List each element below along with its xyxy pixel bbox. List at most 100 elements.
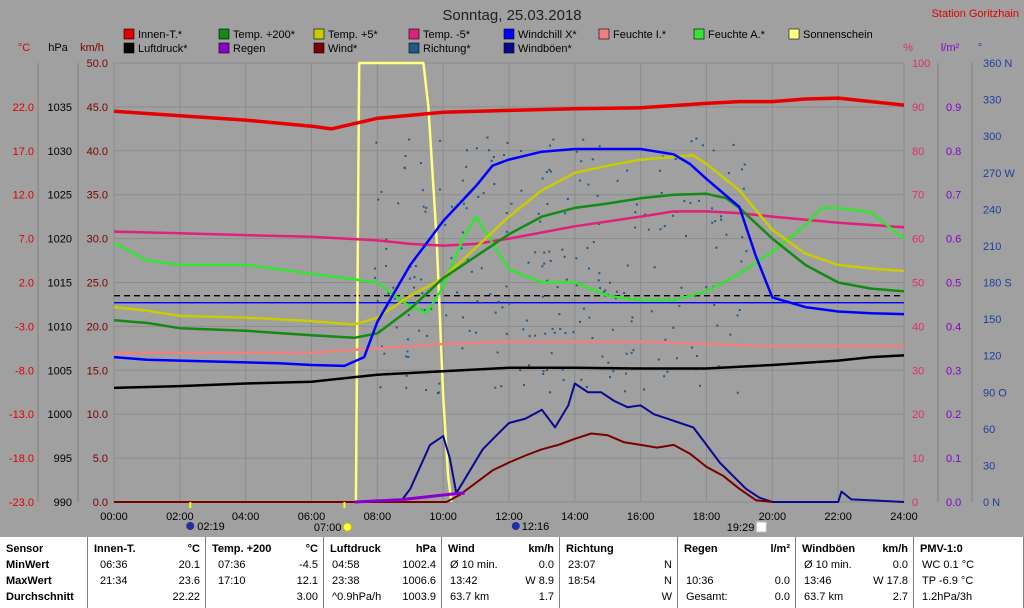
direction-point — [743, 163, 746, 166]
direction-point — [425, 206, 428, 209]
stats-col: Richtung 23:07 N 18:54 N W — [560, 537, 678, 608]
direction-point — [586, 247, 589, 250]
direction-point — [395, 326, 398, 329]
direction-point — [545, 171, 548, 174]
direction-point — [616, 179, 619, 182]
row-label-max: MaxWert — [6, 575, 52, 587]
direction-point — [539, 220, 542, 223]
stats-col: Temp. +200 °C 07:36 -4.5 17:10 12.1 3.00 — [206, 537, 324, 608]
tick-pct: 50 — [912, 278, 924, 290]
direction-point — [631, 316, 634, 319]
direction-point — [542, 372, 545, 375]
direction-point — [430, 307, 433, 310]
direction-point — [663, 375, 666, 378]
stats-cell-avg: W — [560, 589, 677, 605]
tick-temp: 17.0 — [13, 146, 34, 158]
direction-point — [741, 236, 744, 239]
stats-value: 22.22 — [172, 591, 200, 603]
direction-point — [465, 149, 468, 152]
direction-point — [626, 169, 629, 172]
direction-point — [549, 391, 552, 394]
tick-pct: 20 — [912, 409, 924, 421]
direction-point — [630, 351, 633, 354]
legend-label: Richtung* — [423, 43, 471, 55]
direction-point — [438, 382, 441, 385]
stats-time: Gesamt: — [686, 591, 728, 603]
stats-value: 23.6 — [178, 575, 200, 587]
stats-time: 23:38 — [332, 575, 360, 587]
tick-time: 10:00 — [429, 511, 457, 523]
direction-point — [541, 295, 544, 298]
tick-hpa: 990 — [54, 497, 72, 509]
row-label-sensor: Sensor — [6, 543, 44, 555]
stats-cell-min: Ø 10 min. 0.0 — [796, 557, 913, 573]
legend-label: Temp. +200* — [233, 29, 296, 41]
direction-point — [559, 328, 562, 331]
tick-kmh: 40.0 — [87, 146, 108, 158]
stats-cell-min: 04:58 1002.4 — [324, 557, 441, 573]
direction-point — [732, 143, 735, 146]
direction-point — [377, 198, 380, 201]
direction-point — [505, 230, 508, 233]
tick-pct: 40 — [912, 321, 924, 333]
stats-cell-min: 23:07 N — [560, 557, 677, 573]
direction-point — [500, 385, 503, 388]
direction-point — [582, 138, 585, 141]
direction-point — [715, 246, 718, 249]
legend-label: Wind* — [328, 43, 358, 55]
direction-point — [505, 285, 508, 288]
direction-point — [405, 386, 408, 389]
direction-point — [689, 201, 692, 204]
stats-cell-min — [678, 557, 795, 573]
stats-col-header: Wind km/h — [442, 541, 559, 557]
direction-point — [635, 203, 638, 206]
stats-value: W 8.9 — [525, 575, 554, 587]
direction-point — [479, 301, 482, 304]
legend-swatch — [598, 28, 610, 40]
direction-point — [678, 304, 681, 307]
direction-point — [713, 304, 716, 307]
direction-point — [650, 310, 653, 313]
tick-temp: -3.0 — [15, 321, 34, 333]
direction-point — [385, 247, 388, 250]
direction-point — [716, 324, 719, 327]
tick-time: 00:00 — [100, 511, 128, 523]
direction-point — [566, 197, 569, 200]
tick-deg: 0 N — [983, 497, 1000, 509]
direction-point — [674, 157, 677, 160]
direction-point — [553, 331, 556, 334]
direction-point — [738, 309, 741, 312]
stats-col-header: Regen l/m² — [678, 541, 795, 557]
direction-point — [510, 202, 513, 205]
stats-cell-avg: 3.00 — [206, 589, 323, 605]
direction-point — [406, 350, 409, 353]
direction-point — [653, 266, 656, 269]
direction-point — [445, 314, 448, 317]
series-line — [113, 192, 905, 340]
direction-point — [493, 183, 496, 186]
direction-point — [691, 346, 694, 349]
direction-point — [482, 192, 485, 195]
direction-point — [647, 228, 650, 231]
legend-label: Innen-T.* — [138, 29, 183, 41]
direction-point — [501, 306, 504, 309]
direction-point — [461, 231, 464, 234]
tick-deg: 210 — [983, 241, 1001, 253]
tick-hpa: 1015 — [48, 278, 72, 290]
tick-temp: 2.0 — [19, 278, 34, 290]
direction-point — [695, 137, 698, 140]
direction-point — [546, 279, 549, 282]
direction-point — [736, 314, 739, 317]
direction-point — [699, 384, 702, 387]
tick-kmh: 15.0 — [87, 365, 108, 377]
direction-point — [591, 337, 594, 340]
direction-point — [528, 364, 531, 367]
direction-point — [474, 331, 477, 334]
tick-pct: 60 — [912, 234, 924, 246]
direction-point — [461, 179, 464, 182]
tick-time: 14:00 — [561, 511, 589, 523]
direction-point — [549, 170, 552, 173]
direction-point — [546, 203, 549, 206]
tick-deg: 270 W — [983, 168, 1015, 180]
stats-col-title: Richtung — [566, 543, 614, 555]
